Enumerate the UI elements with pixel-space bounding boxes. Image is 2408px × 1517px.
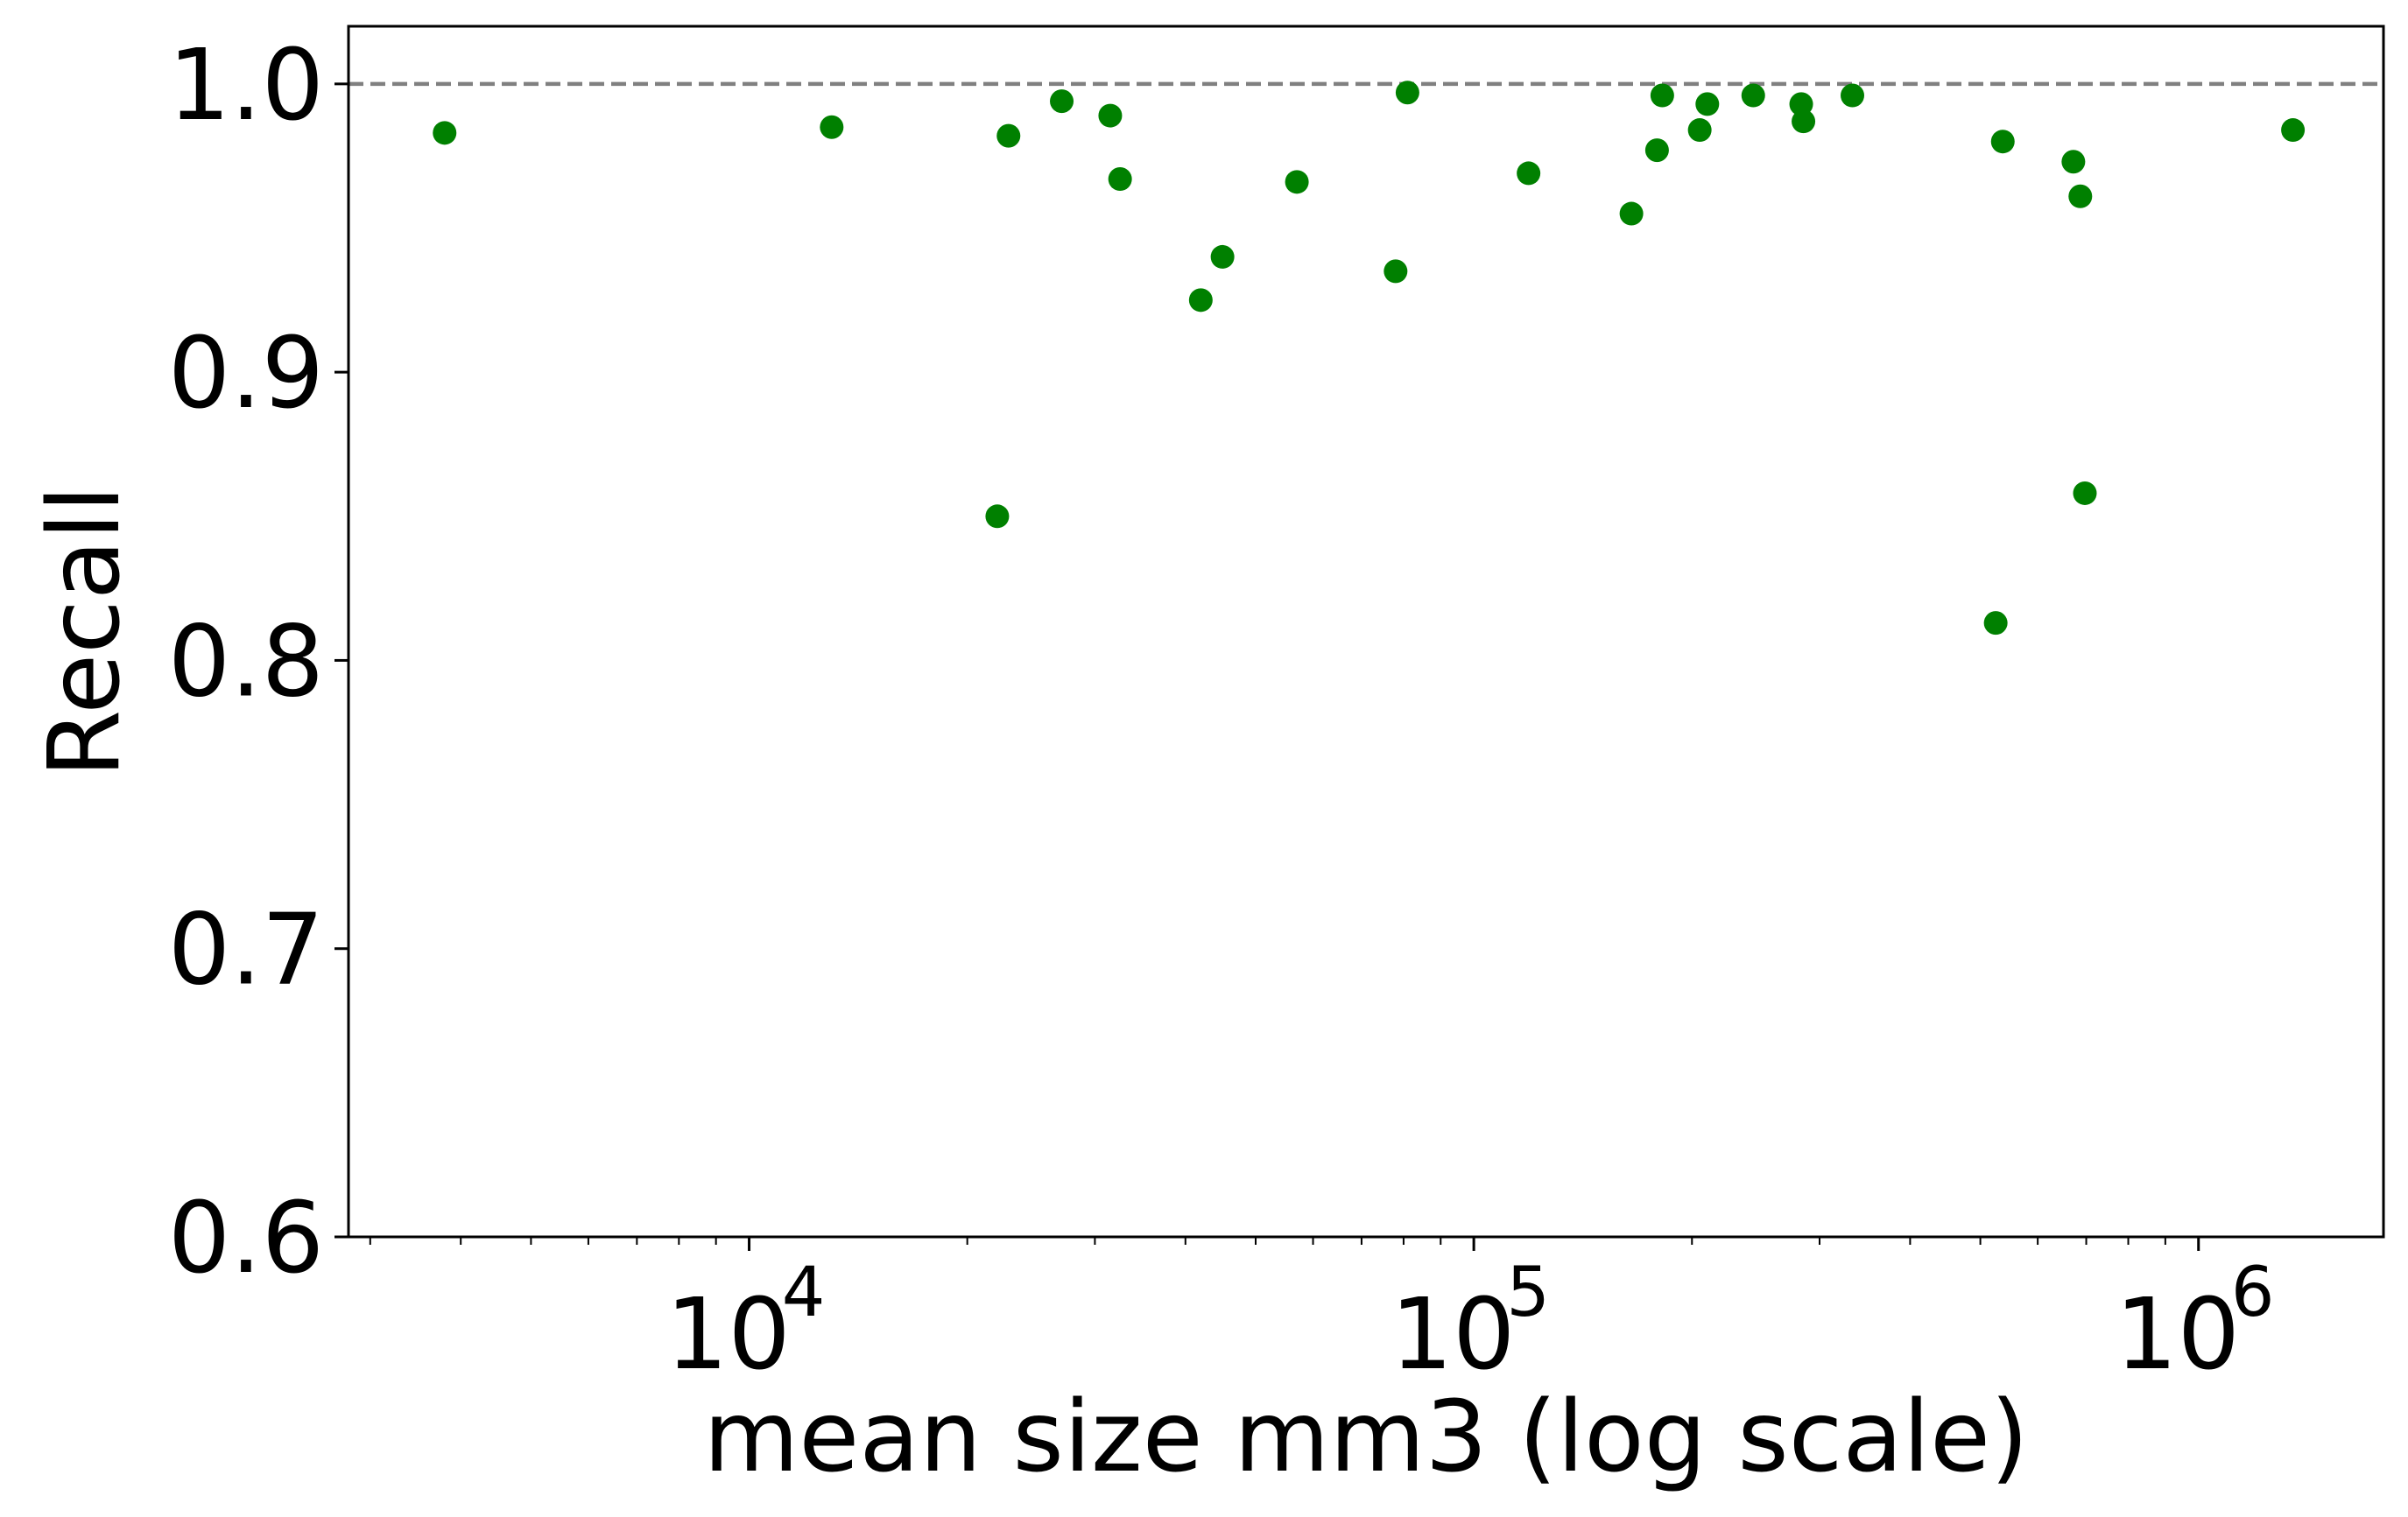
y-tick-label: 0.7 [168,894,324,1008]
y-tick-label: 0.6 [168,1182,324,1296]
y-tick-label: 0.9 [168,317,324,431]
data-point [2073,481,2097,505]
data-point [1098,103,1123,128]
data-point [1650,83,1674,108]
data-point [1990,130,2015,154]
data-point [1792,109,1816,134]
data-point [1687,118,1712,143]
data-point [1789,92,1813,116]
data-point [1384,259,1408,284]
x-tick-exponent: 5 [1506,1254,1550,1332]
data-point [1395,81,1419,105]
y-tick-label: 0.8 [168,605,324,719]
data-point [1983,611,2008,636]
data-point [433,121,457,145]
data-point [996,123,1021,148]
data-point [2061,150,2086,174]
x-tick-label: 10 [1391,1278,1516,1392]
data-point [1841,83,1865,108]
data-point [2068,184,2093,208]
data-point [2281,118,2306,143]
data-point [1695,92,1720,116]
x-axis-title: mean size mm3 (log scale) [703,1380,2028,1494]
data-point [1517,161,1541,186]
data-point [985,504,1010,529]
data-points [433,81,2306,636]
plot-frame [347,25,2385,1239]
x-tick-exponent: 6 [2231,1254,2275,1332]
data-point [1619,201,1644,226]
y-tick-label: 1.0 [168,29,324,143]
data-point [1188,288,1213,313]
data-point [1741,83,1765,108]
x-tick-label: 10 [665,1278,791,1392]
data-point [1285,170,1309,194]
x-tick-label: 10 [2115,1278,2240,1392]
y-axis-title: Recall [28,485,142,777]
data-point [1108,167,1132,192]
data-point [1210,244,1235,269]
data-point [820,115,844,139]
data-point [1050,89,1074,114]
y-axis: 0.6 0.7 0.8 0.9 1.0 [168,29,349,1296]
x-tick-exponent: 4 [782,1254,826,1332]
data-point [1644,138,1669,163]
x-axis: 104 105 106 [369,1237,2275,1392]
